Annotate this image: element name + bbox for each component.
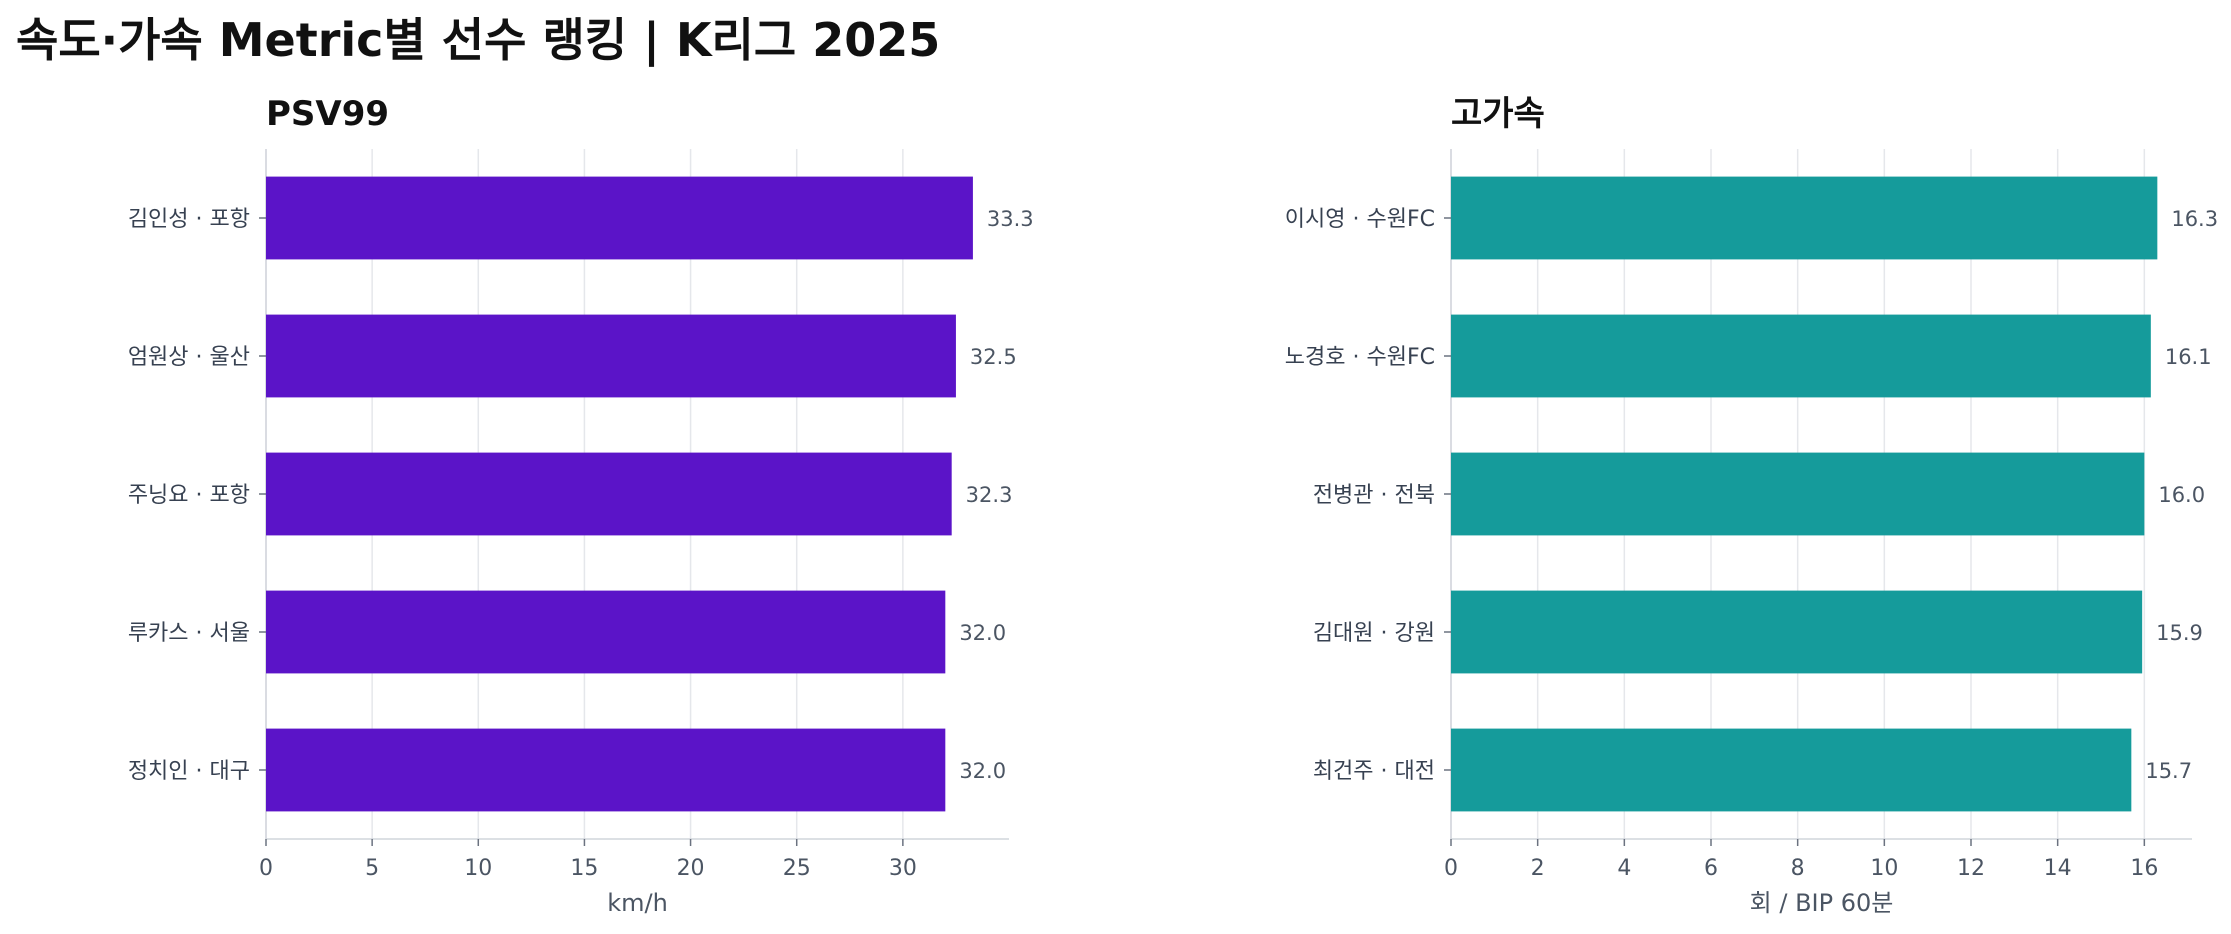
category-label: 김대원 · 강원: [1313, 621, 1435, 646]
x-tick-label: 8: [1791, 856, 1805, 881]
x-tick-label: 5: [365, 856, 379, 881]
x-tick-label: 6: [1704, 856, 1718, 881]
data-label: 32.3: [966, 483, 1013, 507]
data-label: 16.0: [2158, 483, 2205, 507]
data-label: 15.7: [2145, 759, 2192, 783]
category-label: 주닝요 · 포항: [128, 483, 250, 508]
bar: [266, 590, 946, 674]
data-label: 33.3: [987, 207, 1034, 231]
x-tick-label: 20: [677, 856, 705, 881]
data-label: 16.3: [2171, 207, 2218, 231]
category-label: 이시영 · 수원FC: [1285, 207, 1435, 232]
data-label: 32.0: [959, 759, 1006, 783]
data-label: 32.0: [959, 621, 1006, 645]
bar: [266, 176, 973, 260]
x-tick-label: 15: [570, 856, 598, 881]
x-tick-label: 2: [1531, 856, 1545, 881]
bar: [1451, 314, 2151, 398]
bar: [1451, 452, 2145, 536]
bar: [1451, 590, 2143, 674]
x-tick-label: 0: [259, 856, 273, 881]
chart-panel-psv99: PSV99 김인성 · 포항 33.3 엄원상 · 울산 32.5 주닝요 · 포항 32.…: [128, 94, 1034, 917]
panel-title: PSV99: [266, 94, 389, 134]
bar: [266, 452, 952, 536]
panel-title: 고가속: [1451, 94, 1545, 134]
data-label: 15.9: [2156, 621, 2203, 645]
bar: [266, 314, 956, 398]
x-tick-label: 12: [1957, 856, 1985, 881]
x-tick-label: 4: [1617, 856, 1631, 881]
data-label: 32.5: [970, 345, 1017, 369]
bar: [266, 728, 946, 812]
x-tick-label: 10: [464, 856, 492, 881]
category-label: 엄원상 · 울산: [128, 345, 250, 370]
x-tick-label: 10: [1870, 856, 1898, 881]
bar: [1451, 728, 2132, 812]
x-tick-label: 25: [783, 856, 811, 881]
figure-title: 속도·가속 Metric별 선수 랭킹 | K리그 2025: [16, 13, 941, 67]
bar: [1451, 176, 2158, 260]
x-tick-label: 0: [1444, 856, 1458, 881]
category-label: 김인성 · 포항: [128, 207, 250, 232]
category-label: 노경호 · 수원FC: [1285, 345, 1435, 370]
category-label: 전병관 · 전북: [1313, 483, 1435, 508]
category-label: 최건주 · 대전: [1313, 759, 1435, 784]
x-axis-title: km/h: [607, 889, 668, 917]
category-label: 정치인 · 대구: [128, 759, 250, 784]
x-axis-title: 회 / BIP 60분: [1750, 889, 1894, 917]
category-label: 루카스 · 서울: [128, 621, 250, 646]
x-tick-label: 30: [889, 856, 917, 881]
x-tick-label: 16: [2130, 856, 2158, 881]
data-label: 16.1: [2165, 345, 2212, 369]
x-tick-label: 14: [2044, 856, 2072, 881]
